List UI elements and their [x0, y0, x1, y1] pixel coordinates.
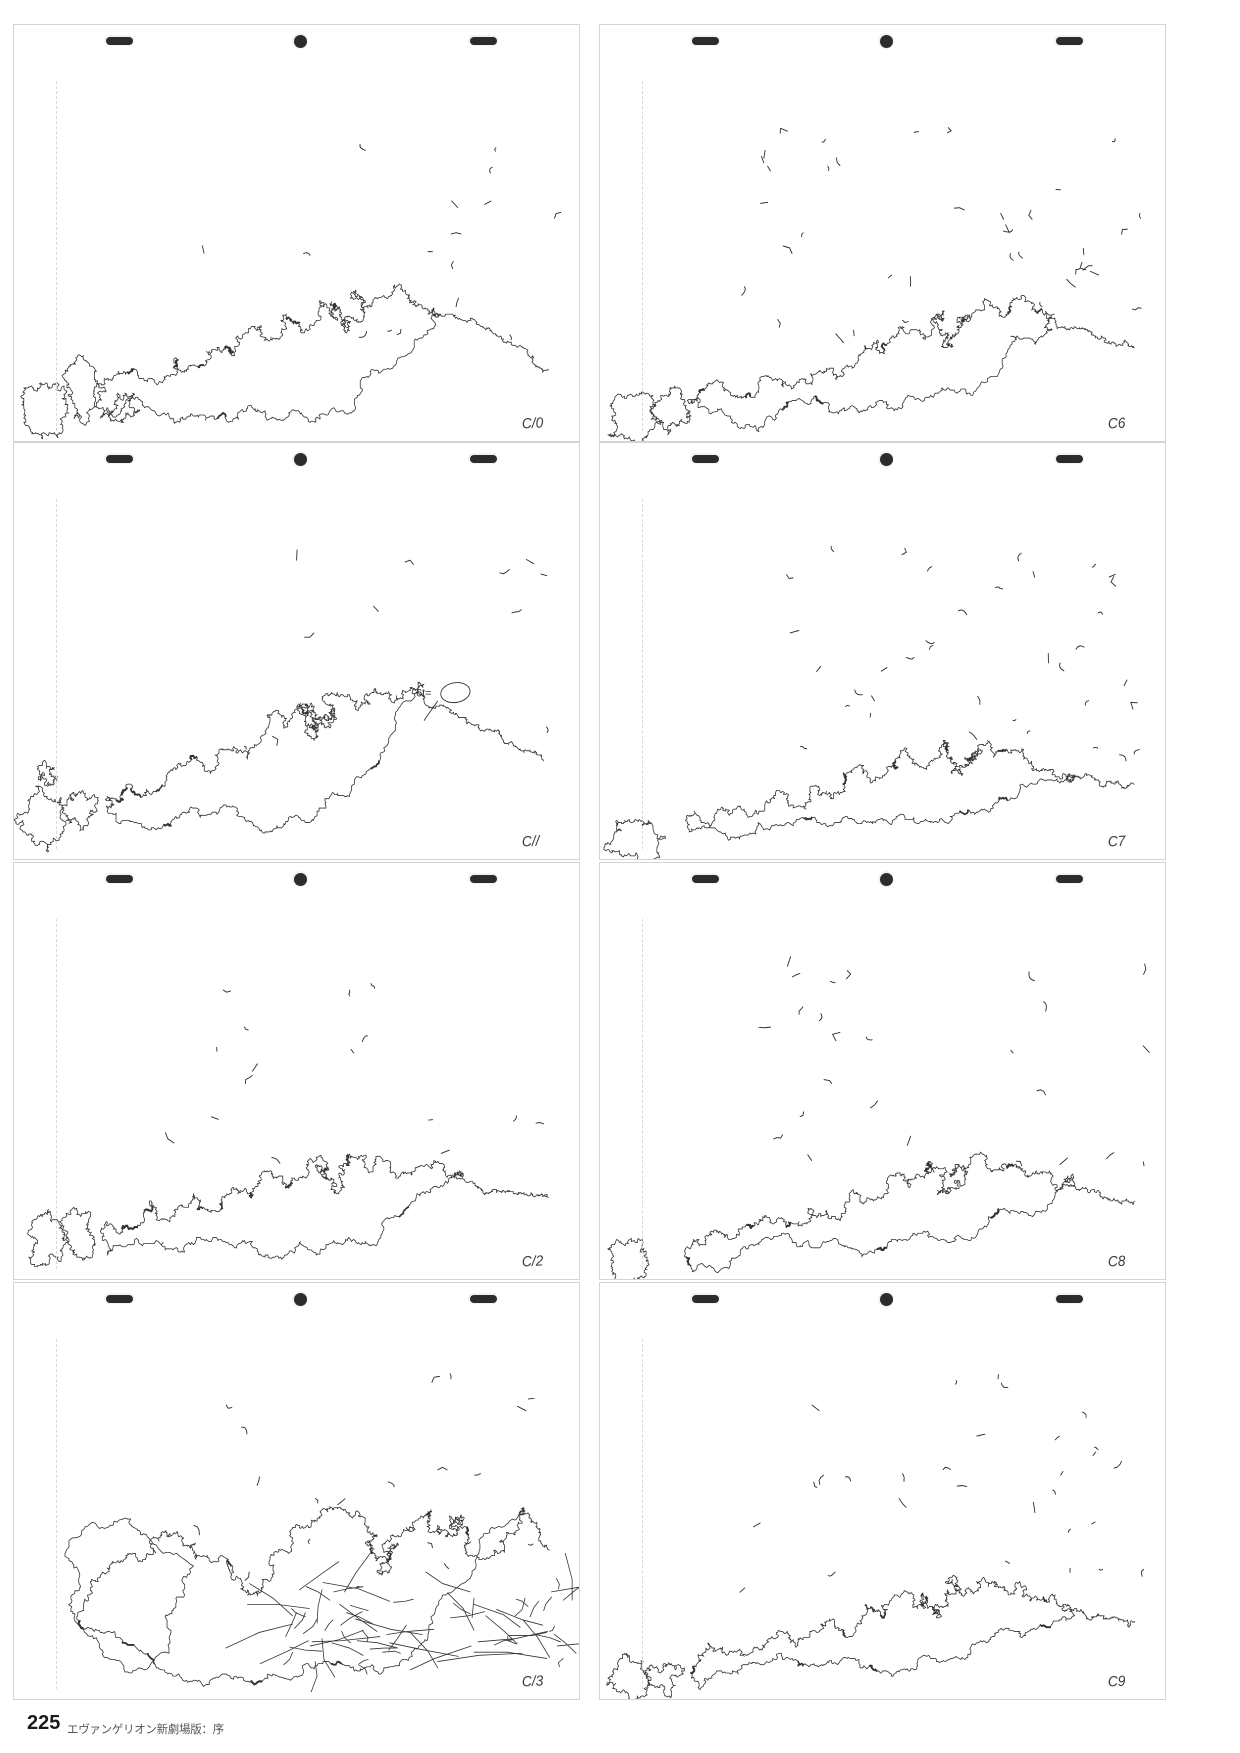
- svg-text:C9: C9: [1107, 1672, 1126, 1690]
- svg-text:6t=: 6t=: [416, 688, 431, 700]
- svg-text:C7: C7: [1107, 832, 1127, 850]
- svg-text:C8: C8: [1107, 1252, 1126, 1270]
- svg-text:C/3: C/3: [521, 1672, 543, 1690]
- svg-text:C//: C//: [521, 832, 541, 850]
- svg-text:C6: C6: [1107, 414, 1126, 432]
- svg-text:C/0: C/0: [521, 414, 543, 432]
- svg-text:C/2: C/2: [521, 1252, 543, 1270]
